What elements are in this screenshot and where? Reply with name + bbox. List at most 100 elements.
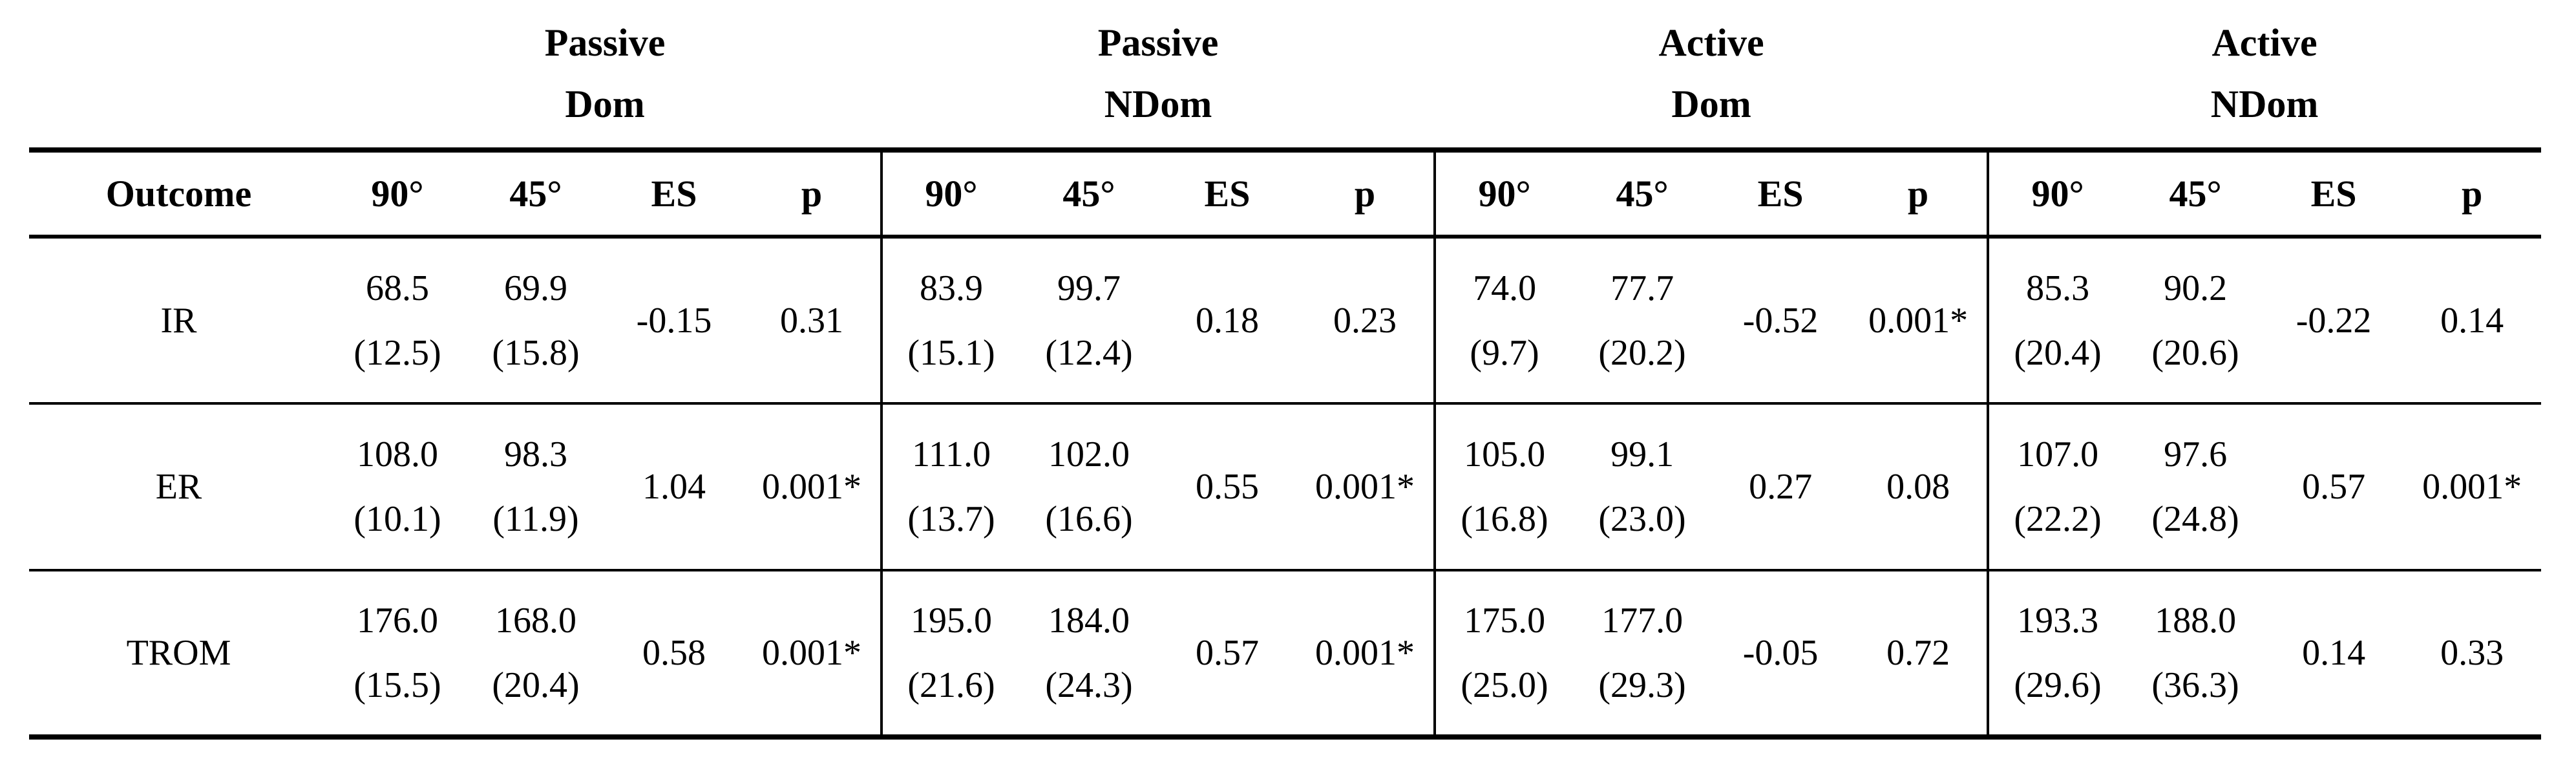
mean-sd-cell: 111.0 (13.7) xyxy=(880,403,1020,571)
es-cell: 0.58 xyxy=(605,570,743,740)
mean-sd-cell: 99.7 (12.4) xyxy=(1020,237,1159,405)
mean-value: 102.0 xyxy=(1048,434,1130,475)
p-cell: 0.001* xyxy=(1296,403,1435,571)
sd-value: (24.3) xyxy=(1045,665,1133,705)
sd-value: (20.4) xyxy=(2014,332,2102,373)
corner-cell xyxy=(29,0,328,153)
mean-value: 176.0 xyxy=(357,601,438,641)
mean-value: 77.7 xyxy=(1610,268,1674,308)
sd-value: (20.2) xyxy=(1598,332,1686,373)
mean-value: 99.7 xyxy=(1057,268,1121,308)
mean-value: 83.9 xyxy=(920,268,984,308)
sd-value: (16.6) xyxy=(1045,499,1133,539)
outcome-header: Outcome xyxy=(29,150,328,239)
mean-sd-cell: 175.0 (25.0) xyxy=(1433,570,1574,740)
col-header-90: 90° xyxy=(1987,150,2127,239)
es-cell: 0.18 xyxy=(1158,237,1297,405)
es-cell: 0.27 xyxy=(1711,403,1850,571)
col-header-90: 90° xyxy=(1433,150,1574,239)
mean-sd-cell: 105.0 (16.8) xyxy=(1433,403,1574,571)
col-header-es: ES xyxy=(605,150,743,239)
group-header-line2: NDom xyxy=(2210,83,2319,125)
mean-sd-cell: 74.0 (9.7) xyxy=(1433,237,1574,405)
mean-value: 188.0 xyxy=(2155,601,2237,641)
p-cell: 0.31 xyxy=(743,237,882,405)
mean-sd-cell: 83.9 (15.1) xyxy=(880,237,1020,405)
group-header-line2: Dom xyxy=(565,83,645,125)
mean-sd-cell: 98.3 (11.9) xyxy=(467,403,605,571)
mean-sd-cell: 108.0 (10.1) xyxy=(328,403,467,571)
mean-value: 90.2 xyxy=(2164,268,2228,308)
mean-sd-cell: 97.6 (24.8) xyxy=(2126,403,2265,571)
sd-value: (29.3) xyxy=(1598,665,1686,705)
group-header-line1: Active xyxy=(1658,21,1764,64)
p-cell: 0.14 xyxy=(2403,237,2542,405)
mean-value: 175.0 xyxy=(1464,601,1546,641)
es-cell: -0.22 xyxy=(2265,237,2403,405)
sd-value: (36.3) xyxy=(2151,665,2239,705)
mean-sd-cell: 176.0 (15.5) xyxy=(328,570,467,740)
es-cell: -0.05 xyxy=(1711,570,1850,740)
col-header-p: p xyxy=(2403,150,2542,239)
col-header-es: ES xyxy=(2265,150,2403,239)
col-header-45: 45° xyxy=(1573,150,1712,239)
outcome-label: ER xyxy=(29,403,328,571)
col-header-p: p xyxy=(1296,150,1435,239)
col-header-90: 90° xyxy=(328,150,467,239)
es-cell: 1.04 xyxy=(605,403,743,571)
sub-header-row: Outcome 90° 45° ES p 90° 45° ES p 90° 45… xyxy=(29,150,2542,239)
mean-sd-cell: 177.0 (29.3) xyxy=(1573,570,1712,740)
mean-sd-cell: 102.0 (16.6) xyxy=(1020,403,1159,571)
group-header-line1: Passive xyxy=(1097,21,1219,64)
es-cell: 0.57 xyxy=(1158,570,1297,740)
mean-sd-cell: 168.0 (20.4) xyxy=(467,570,605,740)
p-cell: 0.23 xyxy=(1296,237,1435,405)
p-cell: 0.001* xyxy=(743,570,882,740)
group-header-passive-dom: Passive Dom xyxy=(328,0,882,153)
group-header-row: Passive Dom Passive NDom Active Dom Acti… xyxy=(29,0,2542,153)
mean-value: 68.5 xyxy=(366,268,429,308)
sd-value: (23.0) xyxy=(1598,499,1686,539)
col-header-es: ES xyxy=(1158,150,1297,239)
mean-value: 195.0 xyxy=(911,601,993,641)
p-cell: 0.08 xyxy=(1850,403,1989,571)
mean-value: 107.0 xyxy=(2017,434,2099,475)
mean-value: 85.3 xyxy=(2026,268,2090,308)
es-cell: -0.15 xyxy=(605,237,743,405)
mean-sd-cell: 77.7 (20.2) xyxy=(1573,237,1712,405)
mean-sd-cell: 85.3 (20.4) xyxy=(1987,237,2127,405)
es-cell: -0.52 xyxy=(1711,237,1850,405)
sd-value: (11.9) xyxy=(492,499,579,539)
sd-value: (22.2) xyxy=(2014,499,2102,539)
mean-sd-cell: 188.0 (36.3) xyxy=(2126,570,2265,740)
sd-value: (20.6) xyxy=(2151,332,2239,373)
col-header-45: 45° xyxy=(1020,150,1159,239)
col-header-45: 45° xyxy=(467,150,605,239)
sd-value: (9.7) xyxy=(1470,332,1539,373)
mean-sd-cell: 99.1 (23.0) xyxy=(1573,403,1712,571)
p-cell: 0.001* xyxy=(1850,237,1989,405)
col-header-90: 90° xyxy=(880,150,1020,239)
outcome-label: TROM xyxy=(29,570,328,740)
mean-sd-cell: 90.2 (20.6) xyxy=(2126,237,2265,405)
sd-value: (15.1) xyxy=(907,332,995,373)
mean-value: 74.0 xyxy=(1473,268,1537,308)
mean-value: 168.0 xyxy=(495,601,576,641)
sd-value: (15.5) xyxy=(354,665,441,705)
sd-value: (15.8) xyxy=(492,332,580,373)
sd-value: (24.8) xyxy=(2151,499,2239,539)
mean-value: 184.0 xyxy=(1048,601,1130,641)
table-row-er: ER 108.0 (10.1) 98.3 (11.9) 1.04 0.001* … xyxy=(29,403,2542,571)
es-cell: 0.14 xyxy=(2265,570,2403,740)
group-header-line2: NDom xyxy=(1104,83,1212,125)
sd-value: (12.5) xyxy=(354,332,441,373)
es-cell: 0.55 xyxy=(1158,403,1297,571)
sd-value: (21.6) xyxy=(907,665,995,705)
p-cell: 0.001* xyxy=(2403,403,2542,571)
group-header-line1: Passive xyxy=(544,21,666,64)
mean-sd-cell: 193.3 (29.6) xyxy=(1987,570,2127,740)
mean-value: 69.9 xyxy=(504,268,567,308)
mean-value: 111.0 xyxy=(912,434,991,475)
mean-value: 105.0 xyxy=(1464,434,1546,475)
results-table-wrapper: Passive Dom Passive NDom Active Dom Acti… xyxy=(29,0,2542,740)
